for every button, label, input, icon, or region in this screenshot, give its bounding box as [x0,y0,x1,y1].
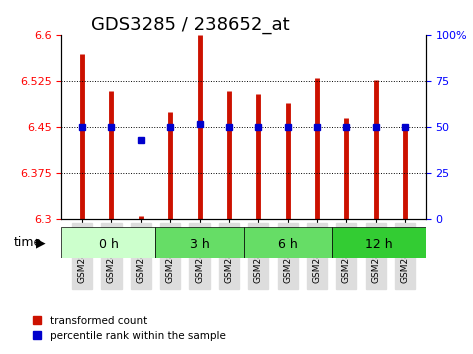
Text: GDS3285 / 238652_at: GDS3285 / 238652_at [91,16,289,34]
Text: ▶: ▶ [35,236,45,249]
FancyBboxPatch shape [61,227,156,258]
Text: 0 h: 0 h [98,238,118,251]
FancyBboxPatch shape [332,227,426,258]
Text: 3 h: 3 h [190,238,210,251]
Legend: transformed count, percentile rank within the sample: transformed count, percentile rank withi… [29,312,230,345]
FancyBboxPatch shape [244,227,332,258]
FancyBboxPatch shape [156,227,244,258]
Text: time: time [14,236,43,249]
Text: 6 h: 6 h [278,238,298,251]
Text: 12 h: 12 h [365,238,393,251]
